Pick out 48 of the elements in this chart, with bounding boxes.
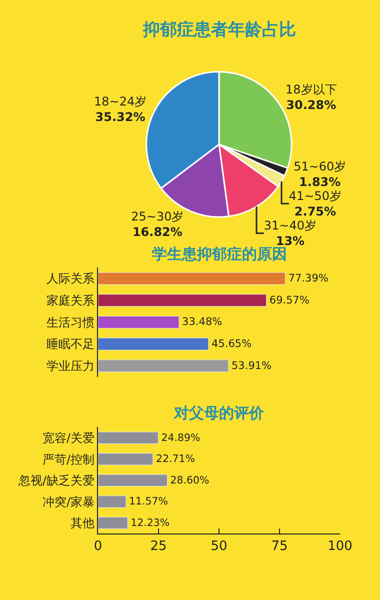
bar bbox=[98, 474, 168, 486]
slice-label: 25~30岁 bbox=[131, 209, 184, 224]
data-label: 30.28% bbox=[286, 98, 336, 112]
slice-label: 18~24岁 bbox=[94, 94, 147, 108]
x-tick-label: 75 bbox=[271, 539, 288, 554]
bar bbox=[98, 432, 158, 444]
slice-label: 18岁以下 bbox=[286, 82, 337, 96]
y-tick-label: 宽容/关爱 bbox=[42, 431, 95, 446]
y-tick-label: 人际关系 bbox=[46, 272, 95, 286]
data-label: 2.75% bbox=[294, 204, 336, 218]
data-label: 53.91% bbox=[231, 360, 272, 372]
data-label: 69.57% bbox=[269, 294, 310, 306]
x-tick-label: 50 bbox=[210, 539, 228, 554]
data-label: 28.60% bbox=[170, 475, 210, 486]
data-label: 16.82% bbox=[132, 224, 182, 239]
bar bbox=[98, 453, 154, 466]
y-tick-label: 冲突/家暴 bbox=[42, 494, 95, 509]
data-label: 45.65% bbox=[212, 338, 252, 350]
y-tick-label: 生活习惯 bbox=[46, 315, 95, 330]
y-tick-label: 忽视/缺乏关爱 bbox=[18, 474, 95, 488]
y-tick-label: 严苛/控制 bbox=[42, 452, 95, 466]
data-label: 33.48% bbox=[182, 316, 222, 328]
data-label: 22.71% bbox=[156, 454, 196, 466]
chart-title: 抑郁症患者年龄占比 bbox=[142, 20, 296, 40]
bar bbox=[98, 294, 267, 307]
bar bbox=[98, 316, 180, 328]
slice-label: 31~40岁 bbox=[264, 218, 316, 232]
data-label: 24.89% bbox=[161, 432, 201, 444]
y-tick-label: 学业压力 bbox=[46, 359, 95, 374]
data-label: 35.32% bbox=[95, 110, 146, 124]
x-tick-label: 100 bbox=[328, 539, 352, 554]
bar bbox=[98, 272, 286, 285]
y-tick-label: 睡眠不足 bbox=[46, 337, 95, 352]
bar bbox=[98, 516, 128, 530]
data-label: 12.23% bbox=[130, 518, 170, 529]
slice-label: 51~60岁 bbox=[294, 159, 346, 174]
bar bbox=[98, 360, 229, 372]
bar bbox=[98, 496, 126, 508]
data-label: 11.57% bbox=[129, 496, 168, 508]
slice-label: 41~50岁 bbox=[288, 188, 342, 203]
chart-title: 对父母的评价 bbox=[173, 404, 265, 422]
y-tick-label: 其他 bbox=[70, 516, 95, 530]
x-tick-label: 0 bbox=[94, 539, 102, 554]
data-label: 77.39% bbox=[288, 272, 328, 285]
y-tick-label: 家庭关系 bbox=[46, 294, 95, 308]
data-label: 1.83% bbox=[299, 174, 341, 189]
bar bbox=[98, 338, 209, 350]
x-tick-label: 25 bbox=[150, 539, 167, 554]
